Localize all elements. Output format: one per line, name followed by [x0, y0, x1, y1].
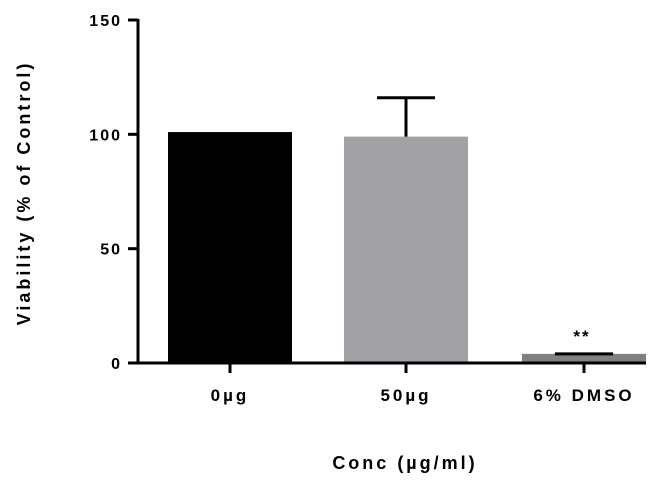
x-tick-label: 0µg — [211, 386, 250, 405]
x-axis-title: Conc (µg/ml) — [332, 453, 477, 473]
bar — [344, 136, 468, 363]
bar — [522, 353, 646, 363]
y-tick-label: 100 — [89, 127, 122, 144]
y-axis-title: Viability (% of Control) — [14, 61, 34, 326]
significance-marker: ** — [573, 327, 590, 346]
y-tick-label: 50 — [100, 242, 122, 259]
y-tick-label: 150 — [89, 13, 122, 30]
x-tick-label: 6% DMSO — [533, 386, 634, 405]
y-axis: 0 50 100 150 — [89, 13, 140, 373]
x-tick-label: 50µg — [380, 386, 431, 405]
bar — [168, 132, 292, 363]
y-tick-label: 0 — [111, 356, 122, 373]
bars: ** — [168, 96, 646, 363]
x-axis: 0µg 50µg 6% DMSO — [138, 361, 646, 405]
